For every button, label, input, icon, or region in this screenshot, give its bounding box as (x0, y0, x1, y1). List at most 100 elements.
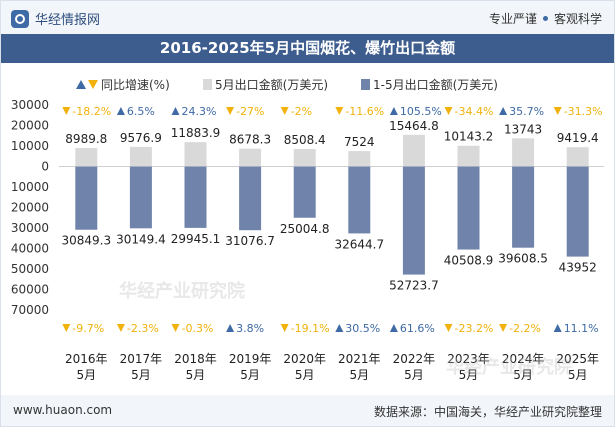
x-tick-label-month: 5月 (568, 368, 588, 382)
yoy-monthly-label: 24.3% (182, 105, 217, 118)
yoy-monthly-label: -27% (236, 105, 264, 118)
yoy-up-icon (389, 107, 398, 115)
x-tick-label-year: 2019年 (229, 352, 272, 366)
data-label-cumulative: 25004.8 (280, 222, 330, 236)
y-tick-label: 30000 (11, 221, 49, 235)
data-label-monthly: 11883.9 (171, 126, 221, 140)
x-tick-label-month: 5月 (459, 368, 479, 382)
legend-yoy-label: 同比增速(%) (101, 78, 170, 92)
x-tick-label-year: 2020年 (283, 352, 326, 366)
bar-monthly (129, 146, 152, 167)
yoy-monthly-label: 105.5% (400, 105, 442, 118)
yoy-monthly-label: 6.5% (127, 105, 155, 118)
yoy-down-icon (62, 324, 71, 332)
data-label-monthly: 8508.4 (284, 133, 326, 147)
bar-cumulative (512, 166, 535, 248)
bar-monthly (75, 148, 98, 167)
yoy-cumulative-label: -2.2% (509, 322, 541, 335)
yoy-up-icon (499, 107, 508, 115)
yoy-up-icon (553, 324, 562, 332)
bar-cumulative (402, 166, 425, 275)
website-link[interactable]: www.huaon.com (13, 403, 113, 417)
bar-chart: 同比增速(%) 5月出口金额(万美元) 1-5月出口金额(万美元) 30000 2000… (11, 77, 604, 382)
yoy-down-icon (116, 324, 125, 332)
legend-cumulative-swatch (361, 79, 370, 90)
yoy-cumulative-label: 61.6% (400, 322, 435, 335)
bar-cumulative (293, 166, 316, 218)
legend-cumulative-label: 1-5月出口金额(万美元) (373, 77, 498, 92)
y-tick-label: 30000 (11, 98, 49, 112)
bar-monthly (293, 149, 316, 167)
yoy-cumulative-label: -2.3% (127, 322, 159, 335)
legend-yoy-up-icon (76, 80, 86, 89)
tagline-left: 专业严谨 (488, 12, 537, 26)
legend-yoy-down-icon (88, 80, 98, 89)
bar-cumulative (348, 166, 371, 234)
bar-cumulative (129, 166, 152, 229)
yoy-down-icon (226, 107, 235, 115)
x-tick-label-year: 2023年 (447, 352, 490, 366)
y-tick-label: 0 (41, 160, 49, 174)
x-tick-label-year: 2021年 (338, 352, 381, 366)
legend-monthly-label: 5月出口金额(万美元) (215, 77, 328, 92)
x-tick-label-month: 5月 (404, 368, 424, 382)
data-label-monthly: 7524 (344, 135, 375, 149)
y-tick-label: 20000 (11, 119, 49, 133)
yoy-down-icon (335, 107, 344, 115)
footer: www.huaon.com 数据来源：中国海关，华经产业研究院整理 (1, 395, 614, 426)
y-tick-label: 70000 (11, 303, 49, 317)
y-tick-label: 50000 (11, 262, 49, 276)
yoy-monthly-label: -34.4% (455, 105, 494, 118)
huajing-logo-icon (11, 9, 29, 28)
bar-cumulative (184, 166, 207, 228)
data-label-cumulative: 30149.4 (116, 232, 166, 246)
yoy-cumulative-label: -9.7% (72, 322, 104, 335)
x-tick-label-month: 5月 (240, 368, 260, 382)
data-label-cumulative: 40508.9 (444, 254, 494, 268)
brand-name: 华经情报网 (35, 13, 101, 28)
yoy-cumulative-label: 3.8% (236, 322, 264, 335)
data-label-cumulative: 30849.3 (61, 234, 111, 248)
yoy-down-icon (444, 107, 453, 115)
data-label-monthly: 9419.4 (557, 131, 599, 145)
bar-monthly (402, 134, 425, 167)
yoy-down-icon (499, 324, 508, 332)
watermark: 华经产业研究院 (446, 357, 572, 378)
yoy-down-icon (171, 324, 180, 332)
yoy-monthly-label: -11.6% (345, 105, 384, 118)
yoy-up-icon (226, 324, 235, 332)
y-tick-label: 40000 (11, 242, 49, 256)
x-tick-label-year: 2024年 (502, 352, 545, 366)
data-label-monthly: 15464.8 (389, 119, 439, 133)
yoy-down-icon (280, 107, 289, 115)
x-tick-label-month: 5月 (295, 368, 315, 382)
yoy-down-icon (444, 324, 453, 332)
bar-cumulative (239, 166, 262, 231)
x-tick-label-month: 5月 (76, 368, 96, 382)
bar-cumulative (566, 166, 589, 257)
data-label-cumulative: 52723.7 (389, 279, 439, 293)
x-tick-label-month: 5月 (186, 368, 206, 382)
x-tick-label-month: 5月 (513, 368, 533, 382)
bar-monthly (512, 138, 535, 167)
yoy-cumulative-label: 11.1% (564, 322, 599, 335)
yoy-up-icon (335, 324, 344, 332)
bar-monthly (566, 147, 589, 167)
data-label-cumulative: 32644.7 (334, 237, 384, 251)
bullet-icon (542, 16, 548, 21)
data-label-cumulative: 39608.5 (498, 252, 548, 266)
data-label-cumulative: 29945.1 (171, 232, 221, 246)
tagline-right: 客观科学 (553, 12, 602, 26)
yoy-cumulative-label: -19.1% (291, 322, 330, 335)
x-tick-label-year: 2018年 (174, 352, 217, 366)
yoy-monthly-label: -2% (291, 105, 312, 118)
watermark: 华经产业研究院 (119, 281, 245, 302)
yoy-monthly-label: -31.3% (564, 105, 603, 118)
y-tick-label: 10000 (11, 180, 49, 194)
x-tick-label-month: 5月 (349, 368, 369, 382)
bar-monthly (457, 145, 480, 167)
brand: 华经情报网 (11, 9, 100, 28)
yoy-down-icon (553, 107, 562, 115)
top-bar: 华经情报网 专业严谨 客观科学 (1, 1, 614, 34)
bar-monthly (239, 148, 262, 167)
